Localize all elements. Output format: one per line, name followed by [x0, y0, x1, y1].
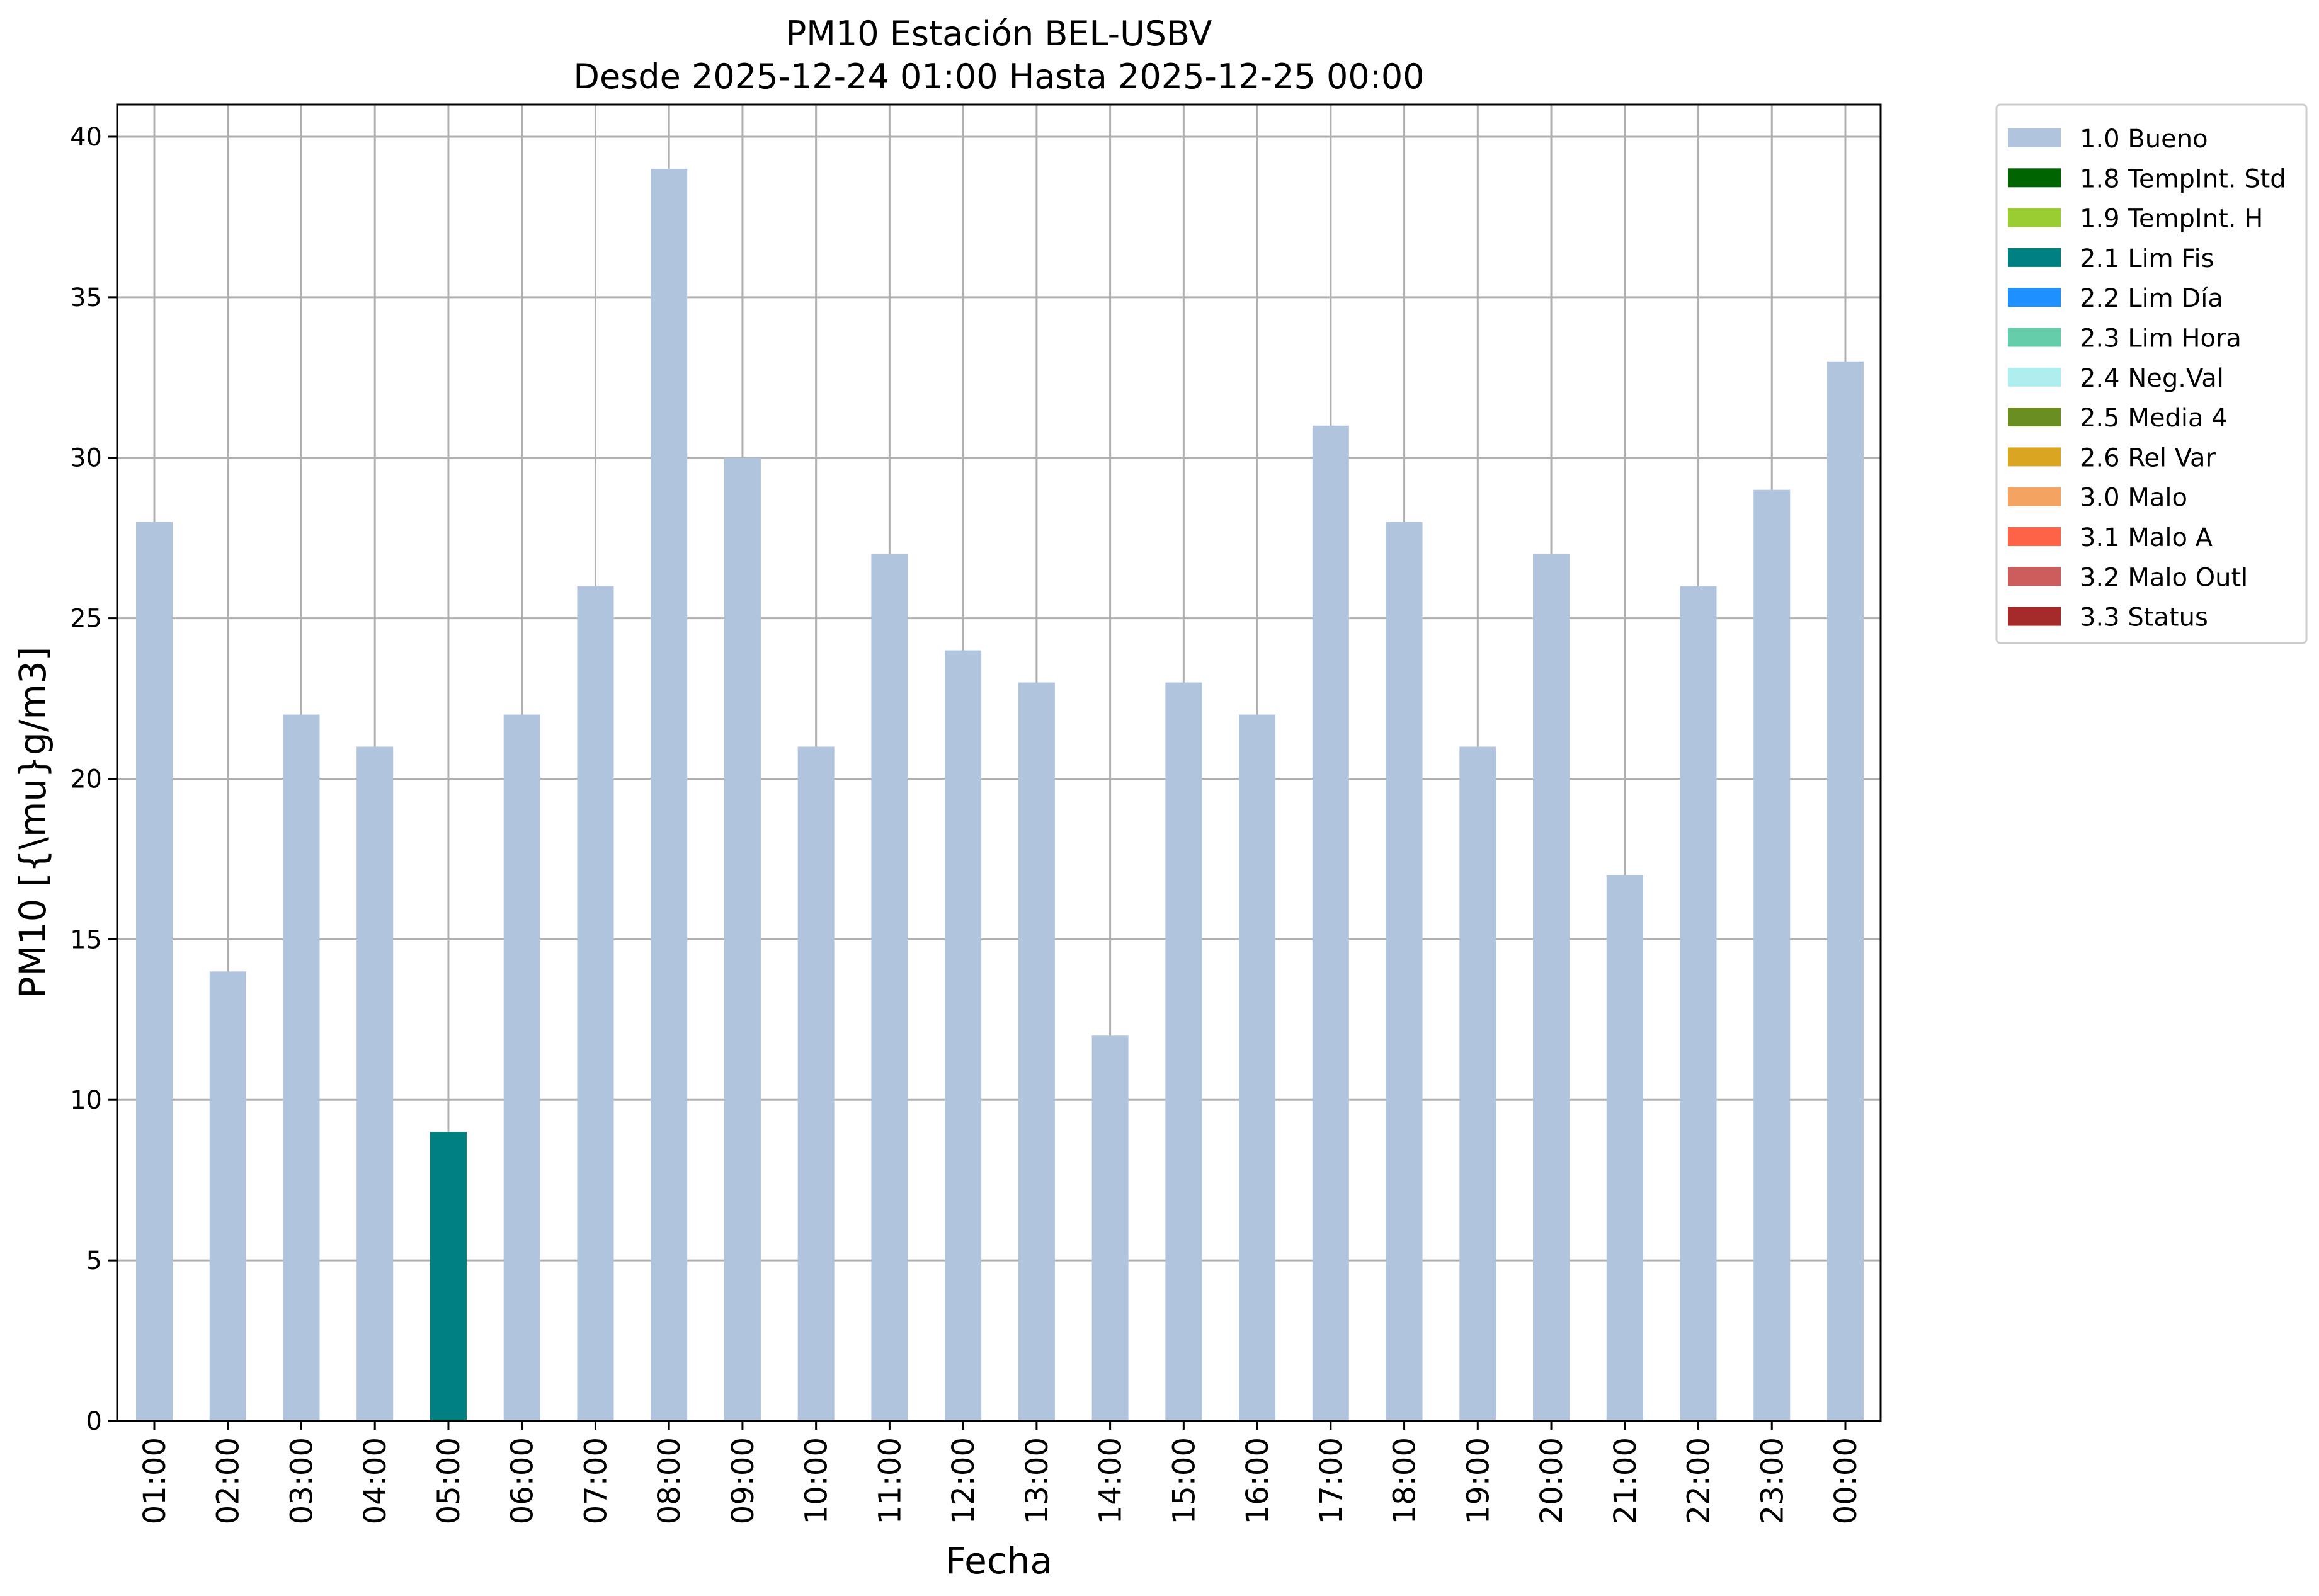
legend-swatch	[2008, 487, 2061, 506]
x-tick-label: 01:00	[137, 1437, 173, 1524]
y-axis-ticks: 0 5 10 15 20 25 30 35 40	[70, 123, 117, 1436]
y-tick-label: 25	[70, 605, 102, 634]
bar	[945, 650, 982, 1421]
x-tick-label: 17:00	[1314, 1437, 1349, 1524]
y-tick-label: 15	[70, 925, 102, 954]
legend-swatch	[2008, 607, 2061, 626]
x-tick-label: 11:00	[872, 1437, 908, 1524]
legend-label: 3.2 Malo Outl	[2080, 563, 2248, 592]
bar	[1680, 586, 1717, 1421]
x-tick-label: 19:00	[1461, 1437, 1496, 1524]
x-tick-label: 22:00	[1682, 1437, 1717, 1524]
x-tick-label: 12:00	[946, 1437, 981, 1524]
plot-area-frame	[116, 103, 1882, 1422]
x-tick-label: 03:00	[284, 1437, 319, 1524]
y-tick-label: 30	[70, 444, 102, 473]
bar	[356, 746, 394, 1421]
legend-label: 2.4 Neg.Val	[2080, 364, 2224, 393]
x-tick-label: 08:00	[652, 1437, 687, 1524]
bar	[651, 168, 688, 1422]
x-tick-label: 21:00	[1608, 1437, 1643, 1524]
bar	[136, 522, 173, 1422]
chart-title: PM10 Estación BEL-USBV	[786, 14, 1212, 54]
legend-label: 1.9 TempInt. H	[2080, 205, 2263, 234]
bars-group	[136, 168, 1864, 1422]
legend-label: 2.3 Lim Hora	[2080, 324, 2242, 353]
legend-swatch	[2008, 367, 2061, 387]
bar	[577, 586, 614, 1421]
x-tick-label: 09:00	[726, 1437, 761, 1524]
x-tick-label: 13:00	[1020, 1437, 1055, 1524]
legend-label: 3.1 Malo A	[2080, 523, 2213, 552]
y-tick-label: 0	[86, 1407, 102, 1436]
x-tick-label: 15:00	[1166, 1437, 1202, 1524]
bar	[871, 554, 908, 1422]
x-tick-label: 20:00	[1534, 1437, 1570, 1524]
bar	[430, 1132, 467, 1421]
y-axis-label: PM10 [{\mu}g/m3]	[11, 647, 54, 999]
legend-swatch	[2008, 328, 2061, 347]
bar	[1165, 682, 1202, 1421]
bar	[1386, 522, 1423, 1422]
x-tick-label: 00:00	[1828, 1437, 1864, 1524]
bar	[209, 971, 246, 1421]
legend-swatch	[2008, 168, 2061, 188]
bar	[1533, 554, 1570, 1422]
x-tick-label: 18:00	[1387, 1437, 1423, 1524]
legend-label: 2.1 Lim Fis	[2080, 244, 2214, 273]
bar	[1091, 1035, 1129, 1421]
x-tick-label: 05:00	[431, 1437, 467, 1524]
bar	[283, 714, 320, 1421]
legend-swatch	[2008, 128, 2061, 147]
x-tick-label: 02:00	[211, 1437, 246, 1524]
x-tick-label: 16:00	[1240, 1437, 1275, 1524]
legend-label: 1.8 TempInt. Std	[2080, 164, 2286, 193]
y-tick-label: 5	[86, 1246, 102, 1275]
legend-label: 3.3 Status	[2080, 603, 2208, 632]
legend-label: 2.6 Rel Var	[2080, 443, 2216, 472]
legend: 1.0 Bueno 1.8 TempInt. Std 1.9 TempInt. H 2…	[1995, 103, 2308, 644]
legend-swatch	[2008, 527, 2061, 546]
x-tick-label: 10:00	[799, 1437, 835, 1524]
legend-swatch	[2008, 447, 2061, 467]
chart-subtitle: Desde 2025-12-24 01:00 Hasta 2025-12-25 …	[573, 57, 1424, 96]
x-tick-label: 23:00	[1755, 1437, 1790, 1524]
bar	[1239, 714, 1276, 1421]
legend-label: 3.0 Malo	[2080, 484, 2187, 513]
y-tick-label: 40	[70, 123, 102, 152]
bar	[1827, 361, 1864, 1421]
bar	[797, 746, 835, 1421]
bar	[724, 457, 761, 1421]
legend-label: 2.2 Lim Día	[2080, 284, 2223, 313]
legend-swatch	[2008, 408, 2061, 427]
legend-label: 1.0 Bueno	[2080, 125, 2208, 154]
bar	[1018, 682, 1055, 1421]
legend-swatch	[2008, 248, 2061, 267]
y-tick-label: 35	[70, 283, 102, 312]
bar	[1312, 425, 1349, 1421]
y-tick-label: 10	[70, 1086, 102, 1115]
bar	[1459, 746, 1496, 1421]
bar	[1606, 875, 1643, 1421]
legend-frame	[1995, 103, 2308, 644]
x-tick-label: 14:00	[1093, 1437, 1129, 1524]
x-tick-label: 04:00	[358, 1437, 393, 1524]
x-tick-label: 07:00	[578, 1437, 613, 1524]
legend-swatch	[2008, 567, 2061, 586]
legend-swatch	[2008, 288, 2061, 307]
legend-label: 2.5 Media 4	[2080, 404, 2228, 433]
x-axis-label: Fecha	[945, 1539, 1052, 1582]
legend-swatch	[2008, 208, 2061, 227]
x-axis-ticks: 01:00 02:00 03:00 04:00 05:00 06:00 07:00 08:00…	[137, 1421, 1864, 1524]
y-tick-label: 20	[70, 765, 102, 794]
bar	[503, 714, 540, 1421]
bar	[1753, 489, 1791, 1422]
x-tick-label: 06:00	[505, 1437, 540, 1524]
